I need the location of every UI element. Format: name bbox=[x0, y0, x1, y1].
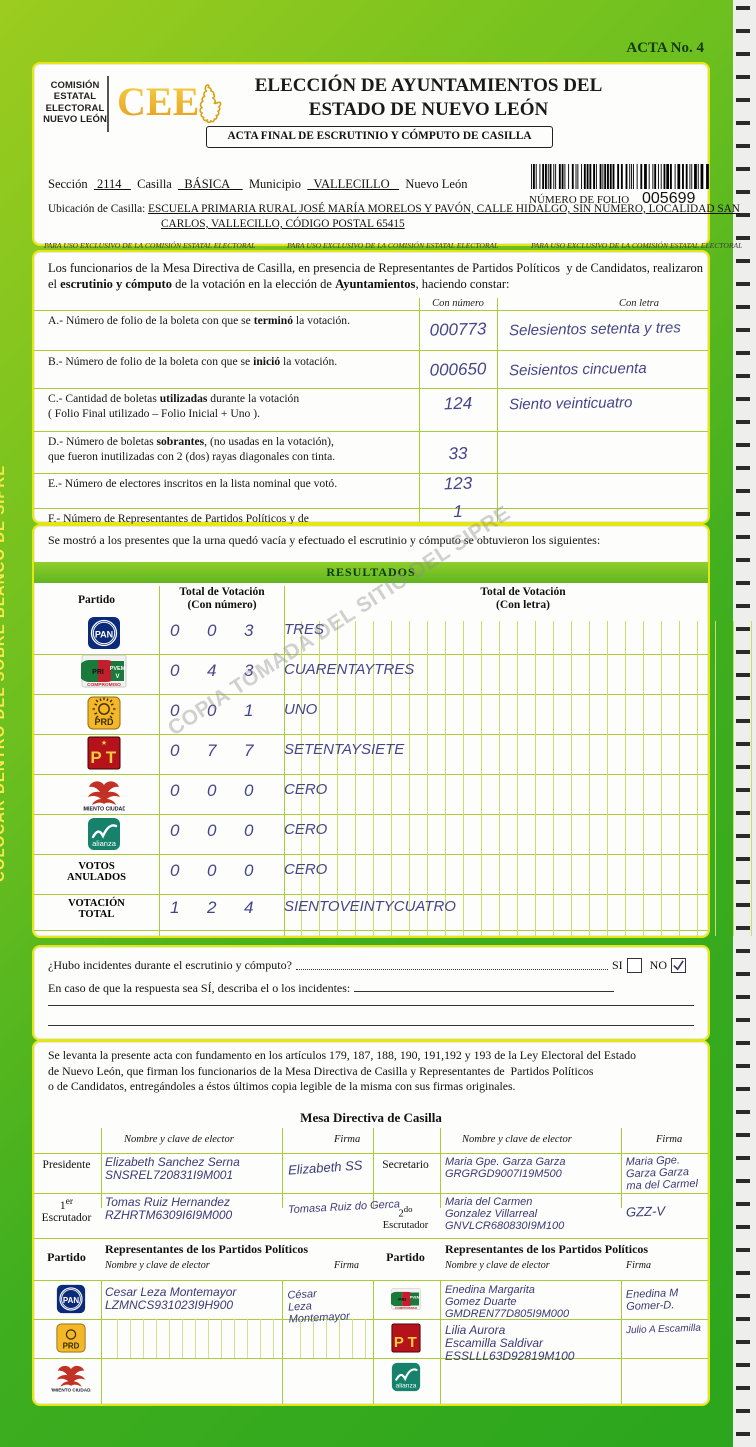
svg-text:PVEM: PVEM bbox=[409, 1295, 419, 1299]
svg-text:COMPROMISO: COMPROMISO bbox=[394, 1306, 417, 1310]
svg-text:PVEM: PVEM bbox=[110, 666, 126, 672]
svg-text:T: T bbox=[106, 748, 117, 767]
svg-text:MOVIMIENTO CIUDADANO: MOVIMIENTO CIUDADANO bbox=[83, 807, 125, 812]
svg-text:COMPROMISO: COMPROMISO bbox=[87, 682, 121, 688]
svg-text:alianza: alianza bbox=[92, 839, 117, 848]
svg-text:PRI: PRI bbox=[398, 1297, 406, 1302]
svg-text:alianza: alianza bbox=[395, 1383, 416, 1390]
svg-text:PAN: PAN bbox=[95, 630, 113, 640]
svg-text:★: ★ bbox=[101, 739, 107, 747]
svg-text:PRI: PRI bbox=[92, 669, 104, 676]
svg-text:PRD: PRD bbox=[63, 1342, 80, 1351]
svg-text:P: P bbox=[90, 748, 101, 767]
svg-text:PRD: PRD bbox=[94, 717, 114, 727]
svg-text:PAN: PAN bbox=[63, 1296, 79, 1305]
svg-text:P: P bbox=[393, 1334, 403, 1351]
svg-text:T: T bbox=[407, 1334, 416, 1351]
svg-text:MOVIMIENTO CIUDADANO: MOVIMIENTO CIUDADANO bbox=[51, 1388, 91, 1392]
svg-text:V: V bbox=[115, 674, 119, 680]
